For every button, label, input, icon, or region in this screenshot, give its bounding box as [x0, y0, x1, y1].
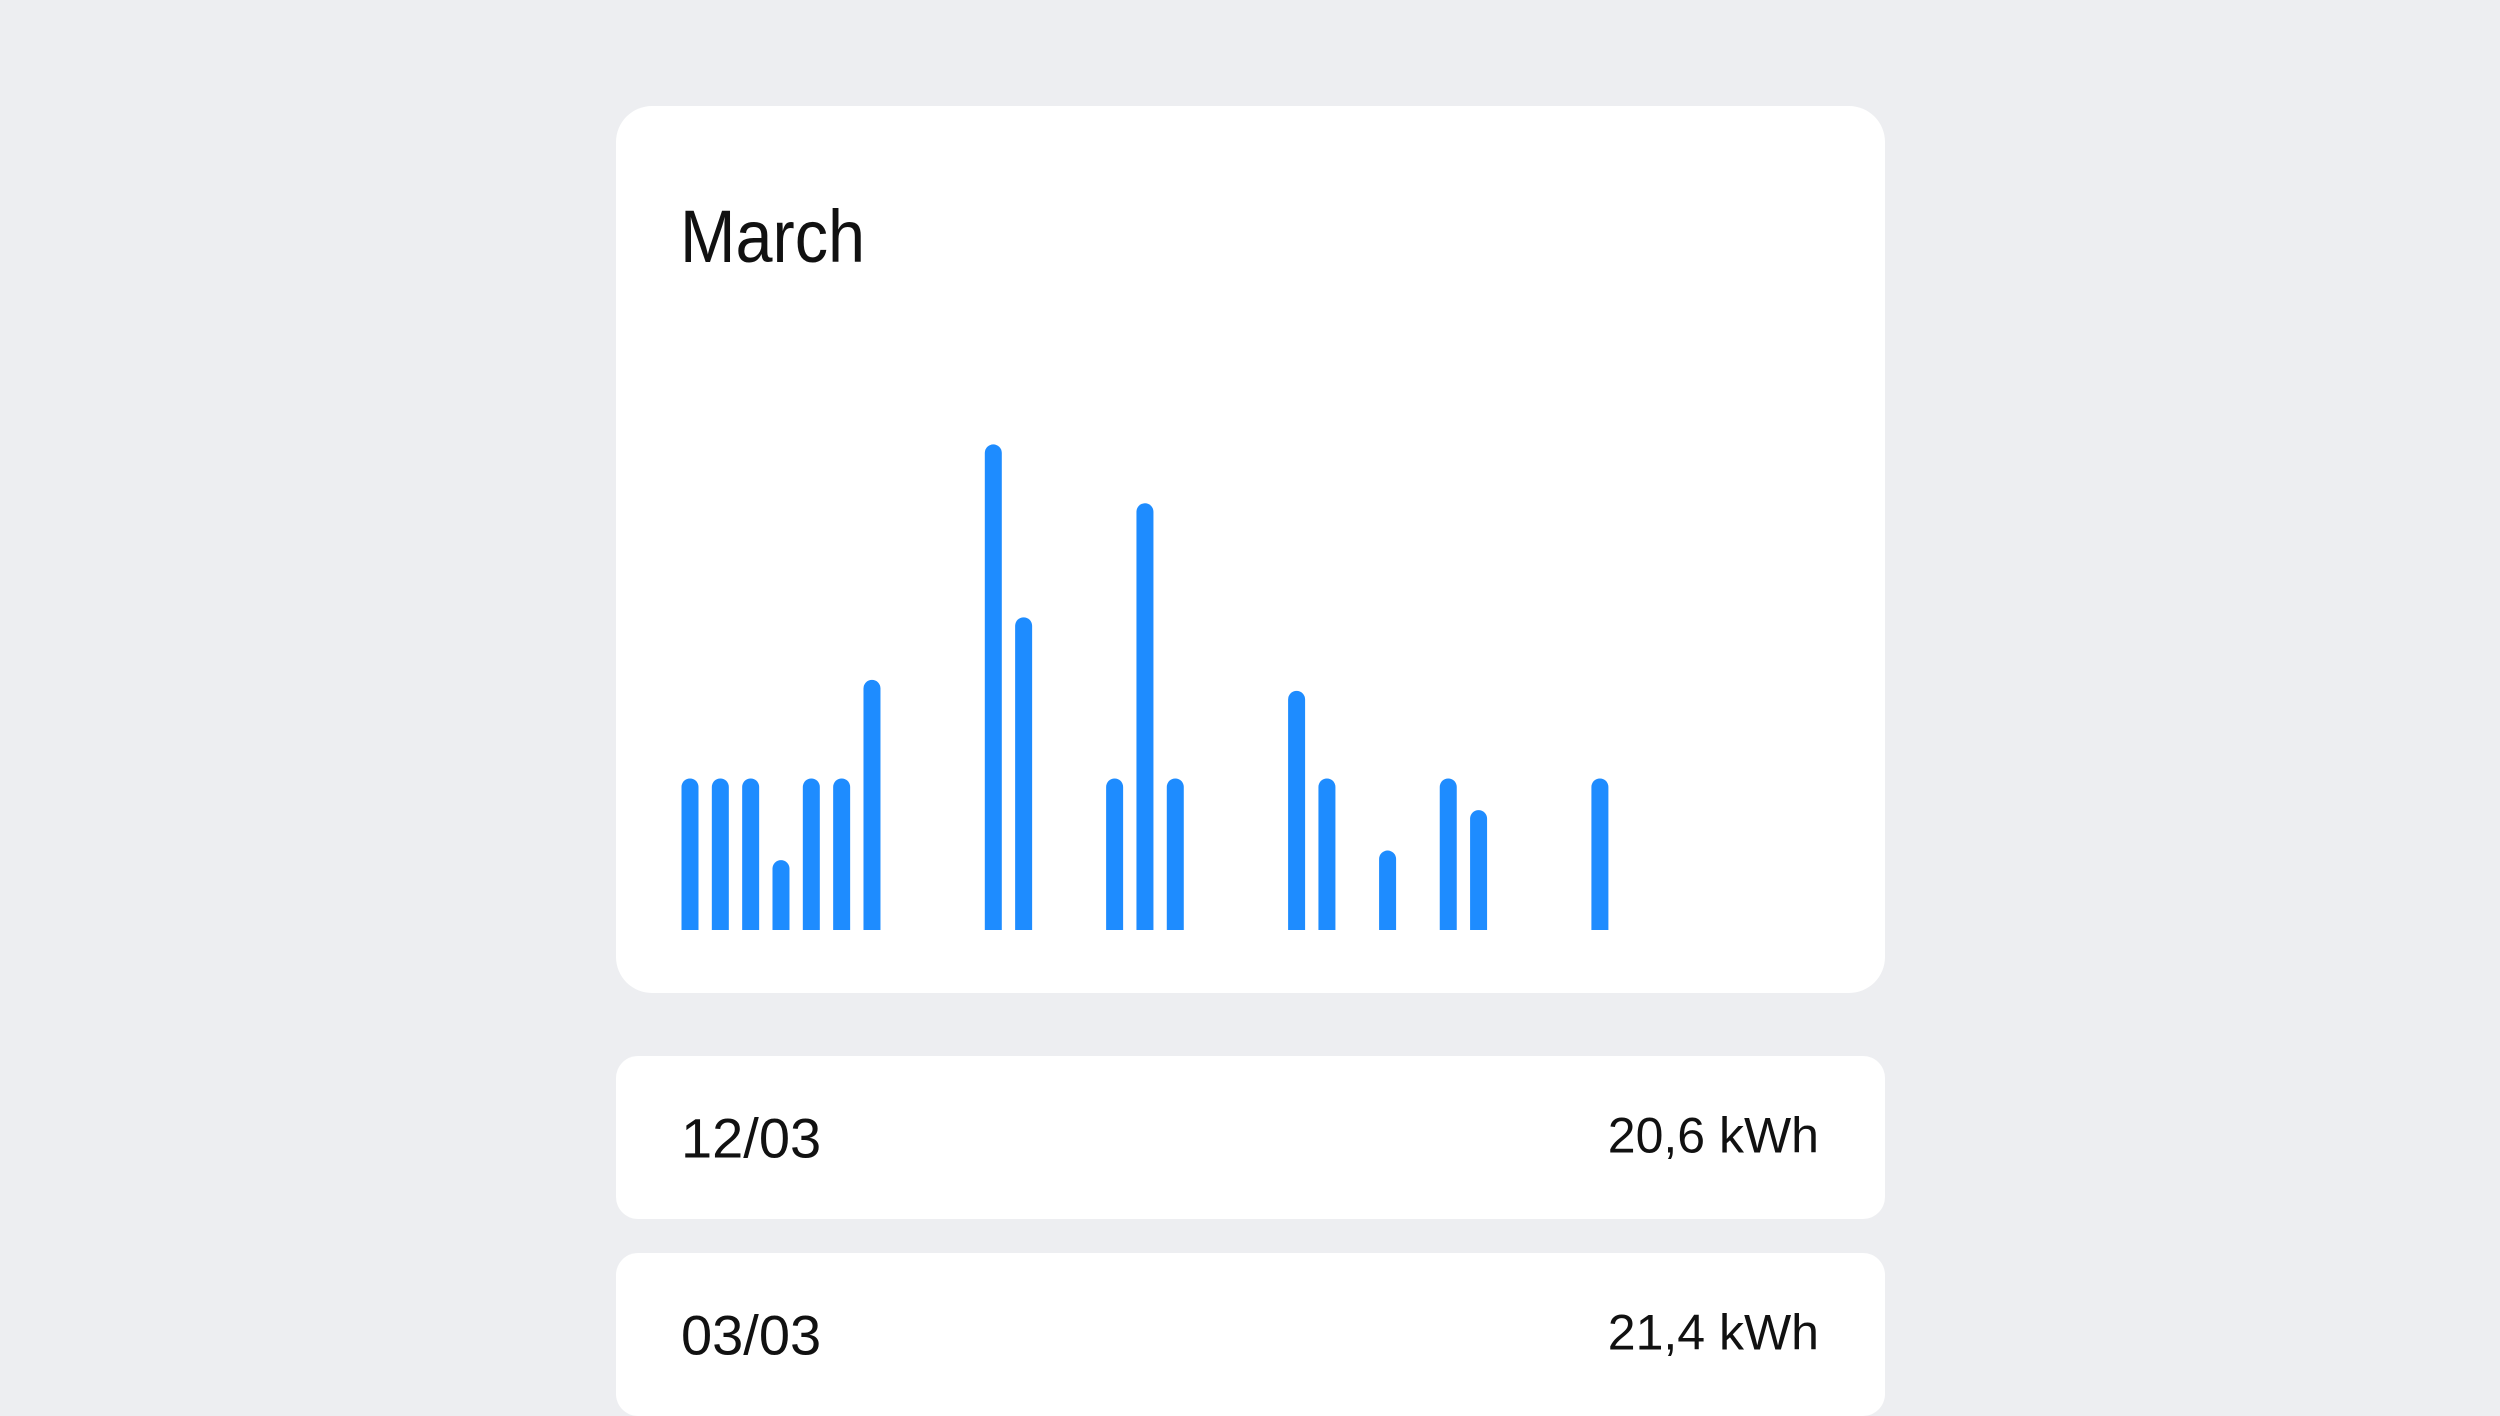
session-energy: 21,4 kWh: [1607, 1304, 1819, 1361]
session-energy: 20,6 kWh: [1607, 1107, 1819, 1164]
chart-bar-day-17: [1166, 778, 1184, 930]
monthly-chart-card: March: [616, 106, 1885, 993]
chart-bar-day-16: [1136, 503, 1154, 930]
bar-chart: [681, 444, 1609, 930]
chart-bar-day-21: [1288, 690, 1306, 930]
chart-bar-day-6: [833, 778, 851, 930]
chart-bar-day-12: [1015, 617, 1033, 930]
chart-bar-day-15: [1106, 778, 1124, 930]
chart-bar-day-7: [863, 679, 881, 930]
session-date: 12/03: [681, 1106, 822, 1169]
list-item[interactable]: 12/03 20,6 kWh: [616, 1056, 1885, 1219]
chart-bar-day-22: [1318, 778, 1336, 930]
chart-bar-day-26: [1439, 778, 1457, 930]
list-item[interactable]: 03/03 21,4 kWh: [616, 1253, 1885, 1416]
chart-bar-day-4: [772, 860, 790, 930]
chart-bar-day-31: [1591, 778, 1609, 930]
session-date: 03/03: [681, 1303, 822, 1366]
chart-bar-day-1: [681, 778, 699, 930]
chart-bar-day-5: [802, 778, 820, 930]
chart-bar-day-24: [1379, 850, 1397, 930]
chart-bar-day-27: [1470, 810, 1488, 930]
chart-bar-day-2: [711, 778, 729, 930]
chart-bar-day-11: [984, 444, 1002, 930]
chart-title: March: [680, 195, 866, 278]
chart-bar-day-3: [742, 778, 760, 930]
